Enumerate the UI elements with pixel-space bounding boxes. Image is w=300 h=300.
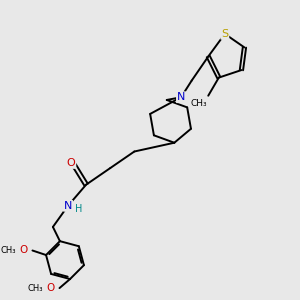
- Text: O: O: [67, 158, 75, 168]
- Text: N: N: [64, 201, 72, 211]
- Text: O: O: [20, 245, 28, 256]
- Text: CH₃: CH₃: [0, 246, 16, 255]
- Text: CH₃: CH₃: [191, 99, 208, 108]
- Text: H: H: [75, 204, 82, 214]
- Text: CH₃: CH₃: [27, 284, 43, 292]
- Text: S: S: [221, 29, 228, 39]
- Text: N: N: [177, 92, 185, 102]
- Text: O: O: [47, 283, 55, 293]
